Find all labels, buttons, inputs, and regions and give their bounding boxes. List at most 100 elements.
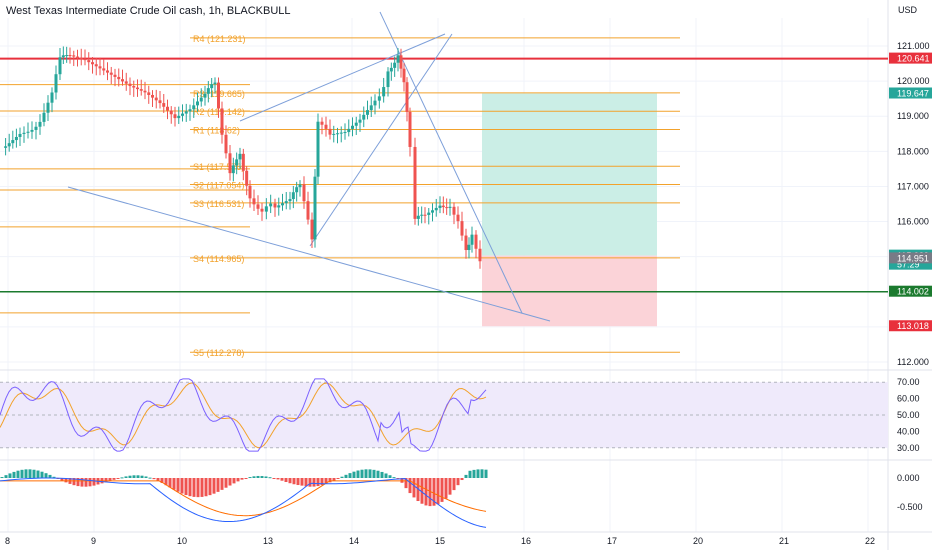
macd-histogram-bar xyxy=(332,478,336,481)
candle-body xyxy=(306,201,310,220)
macd-histogram-bar xyxy=(344,474,348,478)
candle-body xyxy=(320,121,324,125)
price-tick-label: 112.000 xyxy=(897,357,929,367)
candle-body xyxy=(136,87,139,90)
candle-body xyxy=(313,176,317,240)
candle-body xyxy=(34,126,38,130)
macd-histogram-bar xyxy=(480,469,484,478)
macd-histogram-bar xyxy=(472,469,476,478)
macd-histogram-bar xyxy=(88,478,92,487)
candle-body xyxy=(291,192,295,200)
macd-histogram-bar xyxy=(484,469,488,478)
candle-body xyxy=(377,96,381,101)
candle-body xyxy=(284,201,288,204)
macd-histogram-bar xyxy=(252,476,256,478)
time-tick-label: 21 xyxy=(779,536,789,546)
macd-histogram-bar xyxy=(108,478,112,482)
macd-histogram-bar xyxy=(348,473,352,478)
time-tick-label: 14 xyxy=(349,536,359,546)
macd-histogram-bar xyxy=(236,478,240,482)
macd-histogram-bar xyxy=(324,478,328,484)
price-tick-label: 121.000 xyxy=(897,41,930,51)
candle-body xyxy=(87,60,91,63)
candle-body xyxy=(456,214,460,222)
macd-histogram-bar xyxy=(44,473,48,478)
candle-body xyxy=(109,72,113,75)
macd-histogram-bar xyxy=(284,478,288,482)
candle-body xyxy=(431,210,434,213)
macd-histogram-bar xyxy=(200,478,204,497)
macd-histogram-bar xyxy=(280,478,284,481)
macd-panel: 0.000 -0.500 xyxy=(0,469,923,528)
macd-histogram-bar xyxy=(104,478,108,483)
candle-body xyxy=(38,121,42,127)
macd-histogram-bar xyxy=(4,475,8,478)
macd-histogram-bar xyxy=(36,470,40,478)
candle-body xyxy=(83,58,87,61)
macd-histogram-bar xyxy=(328,478,332,483)
pivot-label-s5: S5 (112.278) xyxy=(193,348,244,358)
macd-histogram-bar xyxy=(400,478,404,483)
candle-body xyxy=(162,103,166,107)
macd-signal-line xyxy=(0,480,487,517)
candle-body xyxy=(231,165,235,174)
candle-body xyxy=(26,131,30,133)
candle-body xyxy=(166,106,169,111)
macd-histogram-bar xyxy=(244,478,248,479)
rsi-line xyxy=(0,378,487,452)
pivot-label-r4: R4 (121.231) xyxy=(193,34,246,44)
macd-histogram-bar xyxy=(188,478,192,497)
candle-body xyxy=(382,87,386,97)
candle-body xyxy=(366,110,369,115)
candle-body xyxy=(173,114,177,119)
rsi-tick-label: 40.00 xyxy=(897,426,920,436)
macd-tick-label: -0.500 xyxy=(897,502,923,512)
candle-body xyxy=(65,55,69,57)
candle-body xyxy=(256,204,260,209)
candle-body xyxy=(420,214,424,216)
candle-body xyxy=(281,203,284,206)
macd-histogram-bar xyxy=(456,478,460,486)
time-tick-label: 15 xyxy=(435,536,445,546)
macd-histogram-bar xyxy=(408,478,412,494)
candle-body xyxy=(42,112,46,122)
macd-histogram-bar xyxy=(360,469,364,478)
trendline xyxy=(379,11,523,314)
candle-body xyxy=(416,215,420,219)
rsi-tick-label: 60.00 xyxy=(897,394,920,404)
macd-histogram-bar xyxy=(416,478,420,502)
candle-body xyxy=(434,207,438,211)
candle-body xyxy=(4,146,8,148)
macd-histogram-bar xyxy=(128,475,132,478)
candle-body xyxy=(467,244,471,251)
price-tick-label: 118.000 xyxy=(897,146,929,156)
price-tag-label: 113.018 xyxy=(897,321,929,331)
candle-body xyxy=(464,235,468,251)
macd-histogram-bar xyxy=(364,469,368,478)
macd-histogram-bar xyxy=(380,471,384,478)
macd-histogram-bar xyxy=(196,478,200,498)
macd-histogram-bar xyxy=(300,478,304,486)
candle-body xyxy=(448,206,452,208)
candle-body xyxy=(288,199,292,202)
chart-title: West Texas Intermediate Crude Oil cash, … xyxy=(6,5,291,17)
candle-body xyxy=(269,203,273,207)
macd-histogram-bar xyxy=(260,476,264,478)
macd-histogram-bar xyxy=(48,474,52,478)
macd-histogram-bar xyxy=(316,478,320,487)
candle-body xyxy=(192,105,196,110)
macd-histogram-bar xyxy=(84,478,88,487)
candle-body xyxy=(396,55,400,63)
candle-body xyxy=(184,111,188,114)
macd-histogram-bar xyxy=(452,478,456,491)
macd-histogram-bar xyxy=(24,469,28,478)
time-tick-label: 9 xyxy=(91,536,96,546)
candle-body xyxy=(46,102,50,113)
macd-histogram-bar xyxy=(76,478,80,487)
pivot-label-r1: R1 (118.62) xyxy=(193,126,240,136)
candle-body xyxy=(389,67,393,72)
macd-histogram-bar xyxy=(184,478,188,496)
price-tag-label: 114.951 xyxy=(897,253,929,263)
macd-histogram-bar xyxy=(304,478,308,487)
